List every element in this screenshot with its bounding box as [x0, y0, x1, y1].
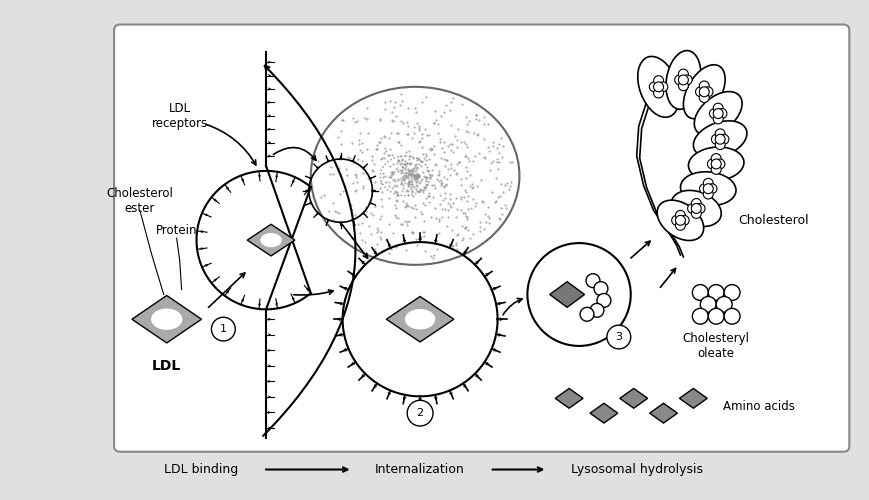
Circle shape — [706, 159, 717, 169]
Circle shape — [607, 325, 630, 349]
Text: LDL: LDL — [152, 359, 181, 373]
Circle shape — [713, 108, 722, 118]
Circle shape — [694, 87, 705, 97]
Circle shape — [699, 81, 708, 91]
Circle shape — [702, 87, 713, 97]
Circle shape — [710, 154, 720, 164]
Circle shape — [211, 317, 235, 341]
Circle shape — [691, 198, 700, 208]
Text: Protein: Protein — [156, 224, 197, 236]
Circle shape — [700, 296, 715, 312]
Circle shape — [671, 216, 680, 226]
Text: 3: 3 — [614, 332, 621, 342]
Text: 1: 1 — [220, 324, 227, 334]
Circle shape — [694, 204, 704, 214]
Circle shape — [702, 189, 713, 199]
Ellipse shape — [693, 121, 746, 158]
Circle shape — [714, 134, 724, 144]
Text: Lysosomal hydrolysis: Lysosomal hydrolysis — [570, 463, 702, 476]
Text: LDL binding: LDL binding — [164, 463, 238, 476]
Text: Cholesteryl
oleate: Cholesteryl oleate — [682, 332, 749, 360]
Circle shape — [702, 184, 713, 194]
Circle shape — [596, 294, 610, 308]
Circle shape — [687, 204, 697, 214]
Circle shape — [674, 210, 685, 220]
Circle shape — [707, 308, 723, 324]
Circle shape — [710, 159, 720, 169]
Circle shape — [657, 82, 667, 92]
Circle shape — [681, 75, 692, 85]
Circle shape — [714, 129, 724, 139]
Circle shape — [589, 304, 603, 317]
Ellipse shape — [687, 147, 743, 181]
Circle shape — [691, 208, 700, 218]
Text: Amino acids: Amino acids — [722, 400, 794, 412]
Circle shape — [673, 75, 684, 85]
Polygon shape — [549, 282, 584, 308]
Circle shape — [527, 243, 630, 346]
Polygon shape — [649, 404, 677, 423]
Circle shape — [707, 284, 723, 300]
Polygon shape — [132, 296, 202, 343]
Circle shape — [723, 308, 740, 324]
Circle shape — [594, 282, 607, 296]
Text: Cholesterol: Cholesterol — [737, 214, 808, 227]
Ellipse shape — [693, 92, 741, 136]
Circle shape — [692, 284, 707, 300]
Circle shape — [716, 108, 726, 118]
Circle shape — [708, 108, 719, 118]
Circle shape — [699, 184, 708, 194]
Text: Internalization: Internalization — [375, 463, 464, 476]
Polygon shape — [247, 224, 295, 256]
Ellipse shape — [665, 50, 700, 110]
Circle shape — [679, 216, 688, 226]
Polygon shape — [619, 388, 647, 408]
Circle shape — [580, 308, 594, 321]
Circle shape — [699, 87, 708, 97]
Ellipse shape — [683, 64, 725, 119]
Circle shape — [678, 75, 687, 85]
Circle shape — [678, 81, 687, 90]
Circle shape — [653, 88, 663, 98]
Circle shape — [713, 103, 722, 113]
Circle shape — [714, 159, 724, 169]
Circle shape — [648, 82, 659, 92]
Circle shape — [653, 82, 663, 92]
FancyBboxPatch shape — [114, 24, 848, 452]
Ellipse shape — [260, 233, 282, 247]
Polygon shape — [554, 388, 582, 408]
Circle shape — [714, 140, 724, 149]
Circle shape — [706, 184, 716, 194]
Ellipse shape — [151, 308, 182, 330]
Ellipse shape — [404, 309, 434, 330]
Circle shape — [699, 92, 708, 102]
Circle shape — [715, 296, 731, 312]
Circle shape — [691, 204, 700, 214]
Ellipse shape — [656, 200, 703, 240]
Text: 2: 2 — [416, 408, 423, 418]
Circle shape — [710, 164, 720, 174]
Ellipse shape — [637, 56, 679, 118]
Circle shape — [407, 400, 433, 426]
Circle shape — [713, 114, 722, 124]
Polygon shape — [386, 296, 454, 342]
Ellipse shape — [671, 190, 720, 226]
Circle shape — [711, 134, 720, 144]
Text: LDL
receptors: LDL receptors — [151, 102, 208, 130]
Circle shape — [692, 308, 707, 324]
Circle shape — [702, 178, 713, 188]
Circle shape — [678, 69, 687, 79]
Circle shape — [674, 220, 685, 230]
Circle shape — [723, 284, 740, 300]
Circle shape — [586, 274, 600, 287]
Circle shape — [718, 134, 728, 144]
Circle shape — [653, 76, 663, 86]
Polygon shape — [589, 404, 617, 423]
Ellipse shape — [680, 172, 735, 206]
Text: Cholesterol
ester: Cholesterol ester — [106, 186, 173, 214]
Circle shape — [674, 216, 685, 226]
Polygon shape — [679, 388, 706, 408]
